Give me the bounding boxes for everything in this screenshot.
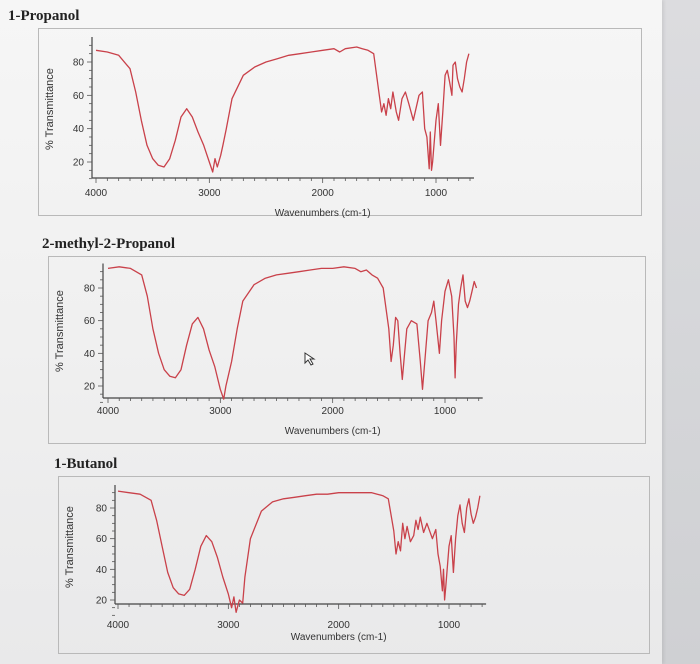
x-tick-label: 1000 (425, 188, 448, 199)
y-tick-label: 80 (96, 504, 108, 515)
y-tick-label: 20 (73, 158, 85, 169)
x-tick-label: 3000 (209, 406, 232, 417)
spectrum-line (95, 46, 470, 173)
x-tick-label: 2000 (312, 188, 335, 199)
x-tick-label: 4000 (85, 188, 108, 199)
y-tick-label: 40 (73, 124, 85, 135)
plot-frame (38, 28, 642, 216)
y-tick-label: 40 (84, 349, 96, 360)
x-tick-label: 4000 (97, 406, 120, 417)
x-tick-label: 3000 (198, 188, 221, 199)
x-axis-label: Wavenumbers (cm-1) (291, 632, 387, 643)
chart-title: 2-methyl-2-Propanol (42, 236, 176, 252)
y-tick-label: 60 (96, 534, 108, 545)
chart-title: 1-Propanol (8, 8, 80, 24)
y-tick-label: 80 (73, 58, 85, 69)
x-axis-label: Wavenumbers (cm-1) (285, 426, 381, 437)
spectrum-line (117, 490, 481, 613)
x-tick-label: 1000 (438, 620, 461, 631)
y-tick-label: 20 (96, 596, 108, 607)
x-tick-label: 3000 (217, 620, 240, 631)
mouse-cursor-icon (304, 352, 316, 366)
y-tick-label: 40 (96, 565, 108, 576)
spectrum-line (107, 266, 478, 400)
chart-title: 1-Butanol (54, 456, 118, 472)
paper-sheet (0, 0, 662, 664)
x-tick-label: 4000 (107, 620, 130, 631)
plot-frame (48, 256, 646, 444)
y-tick-label: 60 (73, 91, 85, 102)
x-tick-label: 2000 (322, 406, 345, 417)
x-tick-label: 1000 (434, 406, 457, 417)
y-tick-label: 80 (84, 284, 96, 295)
x-axis-label: Wavenumbers (cm-1) (275, 208, 371, 219)
plot-frame (58, 476, 650, 654)
y-tick-label: 20 (84, 382, 96, 393)
x-tick-label: 2000 (328, 620, 351, 631)
y-tick-label: 60 (84, 316, 96, 327)
